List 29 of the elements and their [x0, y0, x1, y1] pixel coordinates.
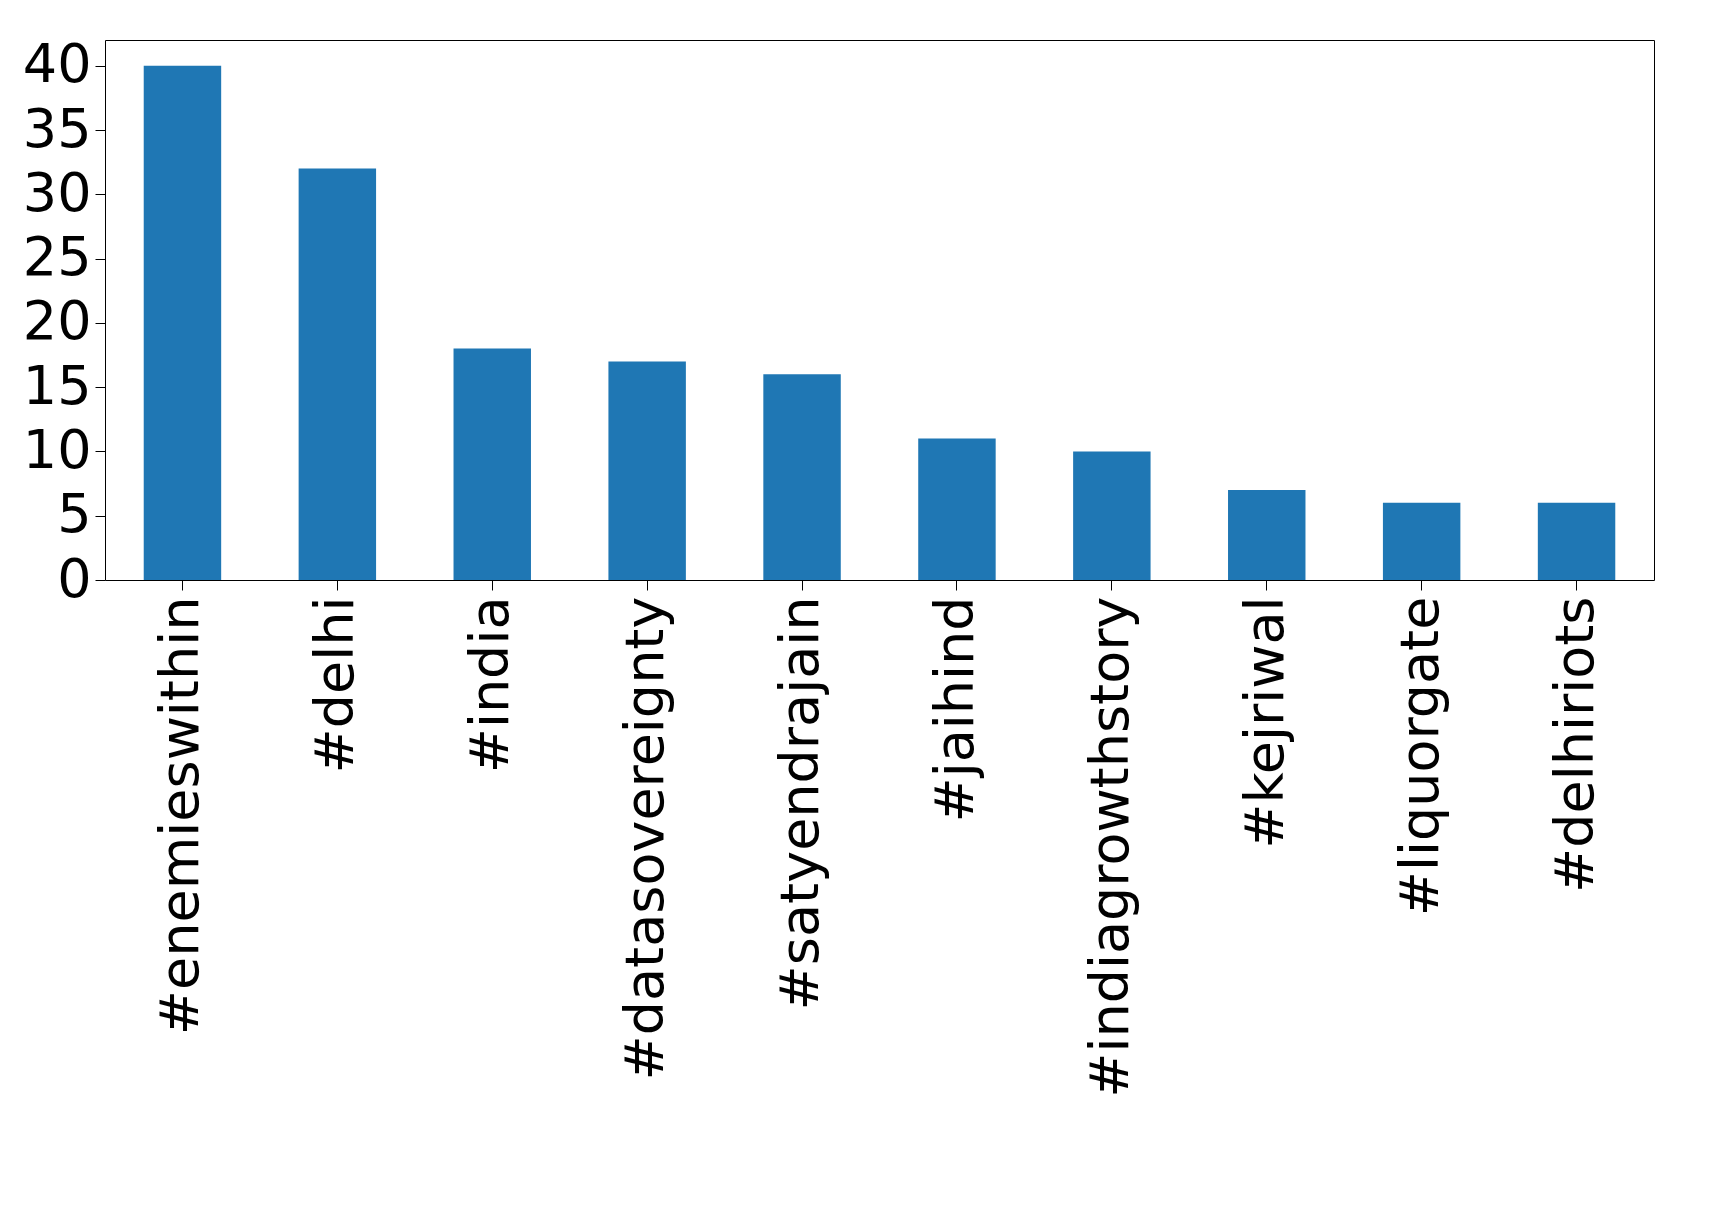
- y-tick-label: 30: [22, 160, 92, 224]
- x-tick-label: #delhi: [303, 596, 367, 774]
- y-tick-label: 40: [22, 32, 92, 96]
- bar: [453, 348, 531, 580]
- bar: [1537, 502, 1616, 580]
- x-tick-label: #enemieswithin: [148, 596, 212, 1036]
- bar: [1073, 451, 1151, 580]
- bar: [298, 168, 377, 580]
- x-tick-label: #satyendrajain: [768, 596, 832, 1011]
- x-tick-label: #datasovereignty: [613, 596, 677, 1081]
- y-tick-label: 15: [22, 353, 92, 417]
- y-tick-label: 25: [22, 225, 92, 289]
- y-tick-label: 35: [22, 96, 92, 160]
- bar: [918, 438, 996, 580]
- x-tick-label: #kejriwal: [1232, 596, 1296, 849]
- x-tick-label: #indiagrowthstory: [1077, 596, 1141, 1098]
- y-tick-label: 10: [22, 417, 92, 481]
- y-tick-label: 0: [57, 546, 92, 610]
- y-tick-label: 20: [22, 289, 92, 353]
- x-tick-label: #jaihind: [922, 596, 986, 823]
- bar: [143, 65, 222, 580]
- x-tick-label: #india: [458, 596, 522, 774]
- y-tick-label: 5: [57, 482, 92, 546]
- x-tick-label: #liquorgate: [1387, 596, 1451, 917]
- bar: [1382, 502, 1461, 580]
- bar: [608, 361, 686, 580]
- x-tick-label: #delhiriots: [1542, 596, 1606, 894]
- bar: [1228, 490, 1306, 580]
- bar: [763, 374, 841, 580]
